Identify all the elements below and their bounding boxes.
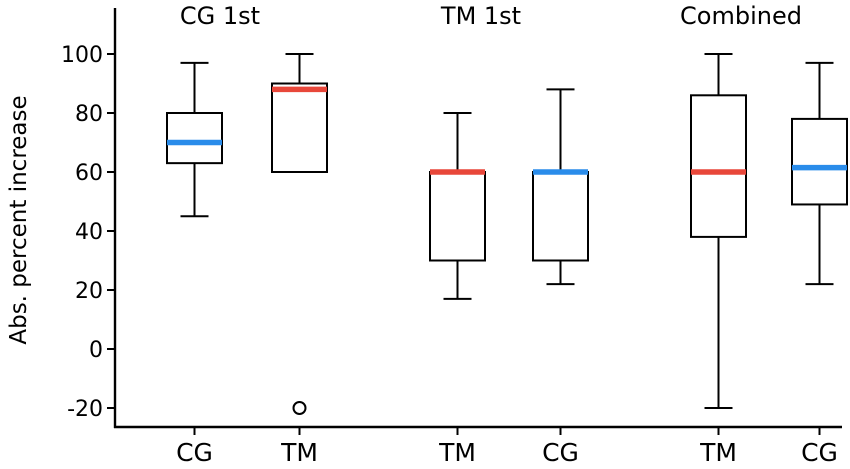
y-tick-label: 80 — [75, 102, 103, 127]
box-plot-b1 — [271, 53, 328, 415]
outlier-point — [292, 401, 307, 415]
x-tick-label: TM — [699, 438, 737, 467]
group-title: TM 1st — [440, 2, 521, 30]
group-title: CG 1st — [180, 2, 260, 30]
box-plot-b4 — [690, 53, 747, 409]
y-tick-label: 60 — [75, 161, 103, 186]
box-plot-b5 — [791, 61, 848, 286]
x-tick-label: CG — [542, 438, 579, 467]
box-plot-b3 — [532, 88, 589, 286]
labels: Abs. percent increase CG 1st TM 1st Combine… — [6, 2, 838, 467]
y-tick-label: 40 — [75, 220, 103, 245]
iqr-box — [791, 117, 848, 206]
group-title: Combined — [680, 2, 802, 30]
box-plot-b2 — [429, 112, 486, 300]
y-tick-label: 100 — [61, 43, 103, 68]
iqr-box — [690, 94, 747, 238]
y-axis-title: Abs. percent increase — [6, 95, 32, 344]
x-tick-label: TM — [438, 438, 476, 467]
iqr-box — [166, 112, 223, 165]
iqr-box — [271, 82, 328, 173]
box-series — [166, 53, 848, 415]
y-tick-label: 0 — [89, 338, 103, 363]
x-tick-label: CG — [801, 438, 838, 467]
box-plot-b0 — [166, 61, 223, 218]
x-tick-label: TM — [280, 438, 318, 467]
axes: 100 80 60 40 20 0 -20 — [61, 8, 842, 435]
iqr-box — [429, 171, 486, 262]
y-tick-label: 20 — [75, 279, 103, 304]
y-tick-label: -20 — [67, 397, 103, 422]
x-tick-label: CG — [176, 438, 213, 467]
iqr-box — [532, 171, 589, 262]
